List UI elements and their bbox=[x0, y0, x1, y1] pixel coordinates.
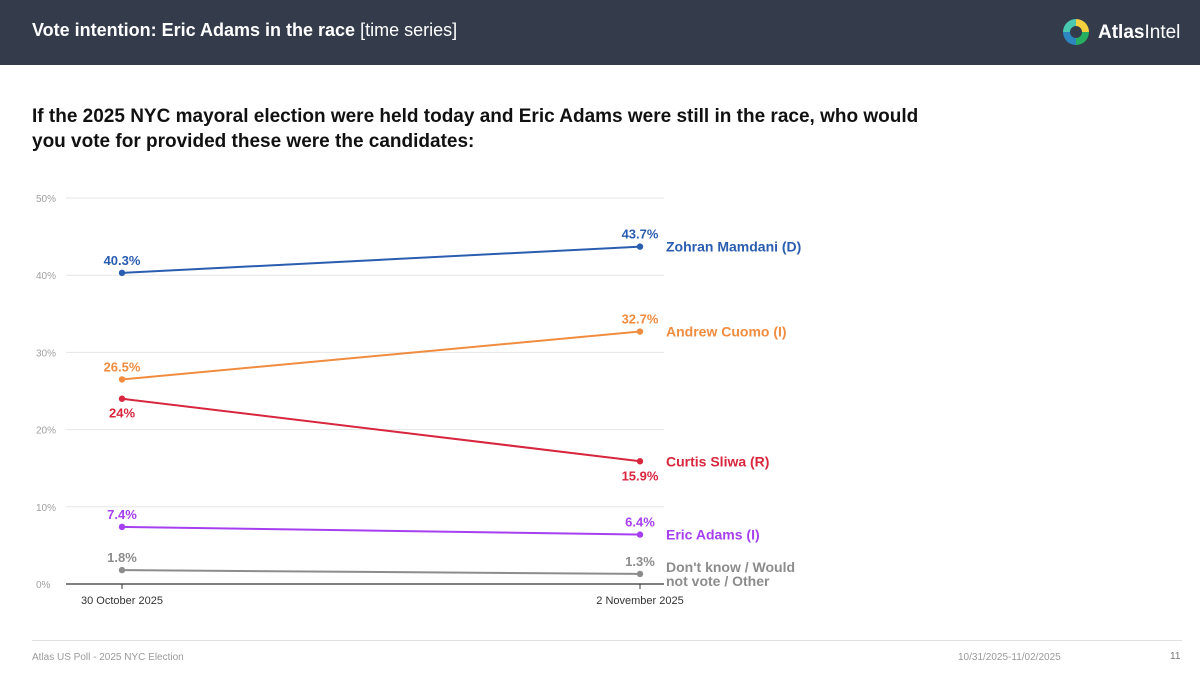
series-name-label: Curtis Sliwa (R) bbox=[666, 453, 769, 469]
series-line bbox=[121, 525, 641, 536]
page-subtitle: [time series] bbox=[360, 20, 458, 40]
data-label: 32.7% bbox=[622, 312, 659, 327]
footer-source: Atlas US Poll - 2025 NYC Election bbox=[32, 652, 184, 663]
series-name-label: Andrew Cuomo (I) bbox=[666, 324, 787, 340]
data-point bbox=[636, 328, 644, 335]
data-point bbox=[118, 376, 126, 383]
y-tick-label: 20% bbox=[36, 426, 56, 437]
data-point bbox=[118, 395, 126, 402]
logo-wordmark: AtlasIntel bbox=[1098, 22, 1181, 43]
atlas-globe-icon bbox=[1063, 19, 1089, 45]
page-title: Vote intention: Eric Adams in the race [… bbox=[32, 20, 458, 40]
x-tick-label: 30 October 2025 bbox=[81, 595, 163, 607]
data-label: 26.5% bbox=[104, 359, 141, 374]
series-name-label: Eric Adams (I) bbox=[666, 527, 760, 543]
data-label: 6.4% bbox=[625, 515, 655, 530]
footer-date-range: 10/31/2025-11/02/2025 bbox=[958, 652, 1061, 663]
data-label: 40.3% bbox=[104, 253, 141, 268]
y-tick-label: 40% bbox=[36, 271, 56, 282]
series-name-label: not vote / Other bbox=[666, 573, 770, 589]
footer-divider bbox=[32, 640, 1182, 641]
data-label: 15.9% bbox=[622, 468, 659, 483]
y-tick-label: 30% bbox=[36, 348, 56, 359]
data-point bbox=[636, 570, 644, 578]
survey-question: If the 2025 NYC mayoral election were he… bbox=[32, 106, 919, 152]
header-bar: Vote intention: Eric Adams in the race [… bbox=[0, 0, 1200, 65]
data-label: 7.4% bbox=[107, 507, 137, 522]
data-label: 1.3% bbox=[625, 554, 655, 569]
data-point bbox=[636, 531, 644, 538]
series-line bbox=[121, 245, 641, 274]
data-point bbox=[636, 458, 644, 465]
data-label: 1.8% bbox=[107, 550, 137, 565]
x-tick-label: 2 November 2025 bbox=[596, 595, 683, 607]
page-number: 11 bbox=[1170, 651, 1181, 662]
y-tick-label: 50% bbox=[36, 194, 56, 205]
atlasintel-logo: AtlasIntel bbox=[1062, 18, 1180, 48]
series-line bbox=[121, 569, 641, 575]
vote-intention-line-chart: 0% 10% 20% 30% 40% 50% 30 October 2025 2 Novemb… bbox=[36, 194, 801, 607]
data-point bbox=[636, 243, 644, 250]
series-name-label: Zohran Mamdani (D) bbox=[666, 239, 801, 255]
series-line bbox=[121, 397, 641, 463]
y-tick-label: 10% bbox=[36, 503, 56, 514]
data-label: 43.7% bbox=[622, 227, 659, 242]
data-point bbox=[118, 566, 126, 574]
y-tick-label: 0% bbox=[36, 580, 51, 591]
series-line bbox=[121, 330, 641, 381]
data-point bbox=[118, 269, 126, 277]
data-label: 24% bbox=[109, 406, 135, 421]
series-name-label: Don't know / Would bbox=[666, 559, 795, 575]
data-point bbox=[118, 523, 126, 531]
